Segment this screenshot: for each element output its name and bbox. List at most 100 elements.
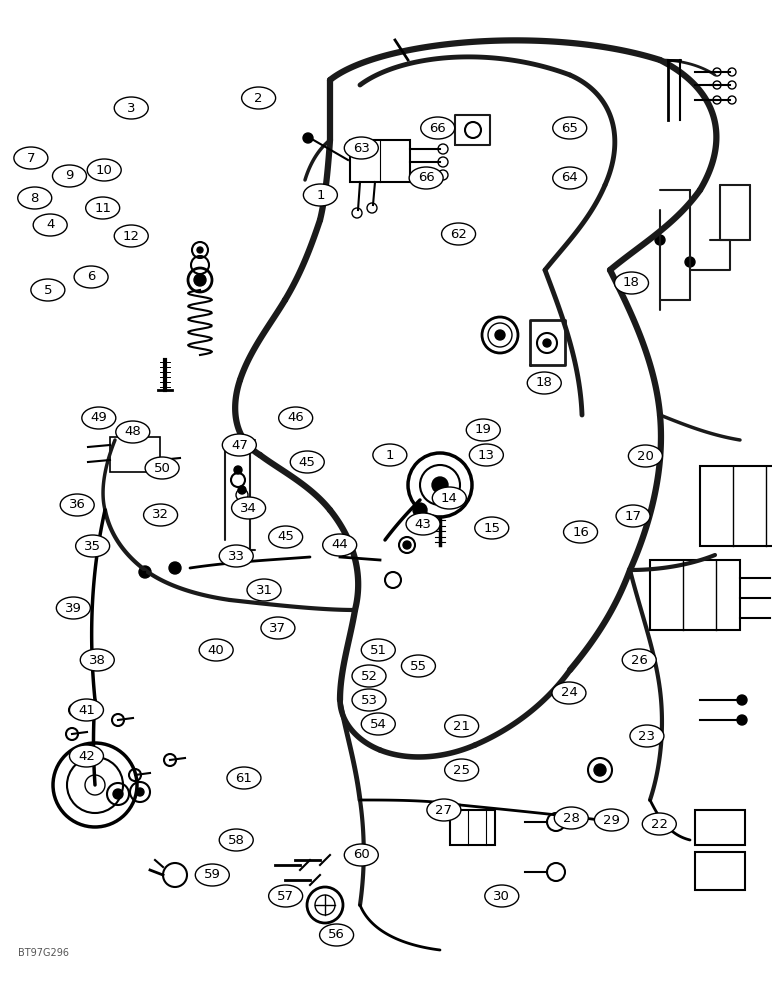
Text: 5: 5 [43,284,52,296]
Ellipse shape [74,266,108,288]
Text: 46: 46 [287,411,304,424]
Text: 41: 41 [78,704,95,716]
Text: 37: 37 [269,621,286,635]
Ellipse shape [69,699,103,721]
Ellipse shape [261,617,295,639]
Text: 61: 61 [235,772,252,784]
Ellipse shape [87,159,121,181]
Text: 65: 65 [561,121,578,134]
Text: 16: 16 [572,526,589,538]
Ellipse shape [564,521,598,543]
Ellipse shape [616,505,650,527]
Text: 39: 39 [65,601,82,614]
Ellipse shape [485,885,519,907]
Text: 59: 59 [204,868,221,882]
Ellipse shape [247,579,281,601]
Ellipse shape [421,117,455,139]
Ellipse shape [344,137,378,159]
Ellipse shape [76,535,110,557]
Ellipse shape [242,87,276,109]
Ellipse shape [303,184,337,206]
Text: 1: 1 [316,189,325,202]
Ellipse shape [195,864,229,886]
Ellipse shape [116,421,150,443]
Text: 17: 17 [625,510,642,522]
Ellipse shape [14,147,48,169]
Text: 29: 29 [603,813,620,826]
Text: 12: 12 [123,230,140,242]
Text: 33: 33 [228,550,245,562]
Ellipse shape [320,924,354,946]
Ellipse shape [352,689,386,711]
Text: 31: 31 [256,583,273,596]
Text: 28: 28 [563,811,580,824]
Circle shape [238,486,246,494]
Ellipse shape [323,534,357,556]
Ellipse shape [344,844,378,866]
Text: 6: 6 [87,270,95,284]
Ellipse shape [552,682,586,704]
Ellipse shape [594,809,628,831]
Ellipse shape [401,655,435,677]
Text: 38: 38 [89,654,106,667]
Circle shape [685,257,695,267]
Ellipse shape [432,487,466,509]
Text: 26: 26 [631,654,648,667]
Text: 11: 11 [94,202,111,215]
Text: 25: 25 [453,764,470,776]
Text: 18: 18 [623,276,640,289]
Ellipse shape [628,445,662,467]
Circle shape [113,789,123,799]
Circle shape [737,715,747,725]
Text: 63: 63 [353,141,370,154]
Ellipse shape [630,725,664,747]
Ellipse shape [406,513,440,535]
Circle shape [136,788,144,796]
Ellipse shape [52,165,86,187]
Ellipse shape [279,407,313,429]
Text: 58: 58 [228,833,245,846]
Text: 23: 23 [638,730,655,742]
Text: 60: 60 [353,848,370,861]
Ellipse shape [427,799,461,821]
Text: 36: 36 [69,498,86,512]
Ellipse shape [373,444,407,466]
Text: 43: 43 [415,518,432,530]
Text: 2: 2 [254,92,263,104]
Text: 57: 57 [277,890,294,902]
Ellipse shape [232,497,266,519]
Text: 50: 50 [154,462,171,475]
Ellipse shape [615,272,648,294]
Text: 18: 18 [536,376,553,389]
Text: 48: 48 [124,425,141,438]
Ellipse shape [466,419,500,441]
Text: 54: 54 [370,718,387,730]
Ellipse shape [69,745,103,767]
Text: 22: 22 [651,817,668,830]
Text: 64: 64 [561,171,578,184]
Circle shape [432,477,448,493]
Ellipse shape [86,197,120,219]
Text: 45: 45 [299,456,316,468]
Ellipse shape [290,451,324,473]
Text: 35: 35 [84,540,101,552]
Text: 15: 15 [483,522,500,534]
Bar [110,437,160,472]
Text: 10: 10 [96,163,113,176]
Circle shape [194,274,206,286]
Ellipse shape [222,434,256,456]
Ellipse shape [227,767,261,789]
Ellipse shape [33,214,67,236]
Circle shape [543,339,551,347]
Ellipse shape [445,715,479,737]
Ellipse shape [445,759,479,781]
Text: 8: 8 [31,192,39,205]
Bar [350,140,410,182]
Text: 4: 4 [46,219,54,232]
Text: 45: 45 [277,530,294,544]
Text: BT97G296: BT97G296 [18,948,69,958]
Ellipse shape [553,167,587,189]
Bar [695,852,745,890]
Circle shape [655,235,665,245]
Text: 49: 49 [90,411,107,424]
